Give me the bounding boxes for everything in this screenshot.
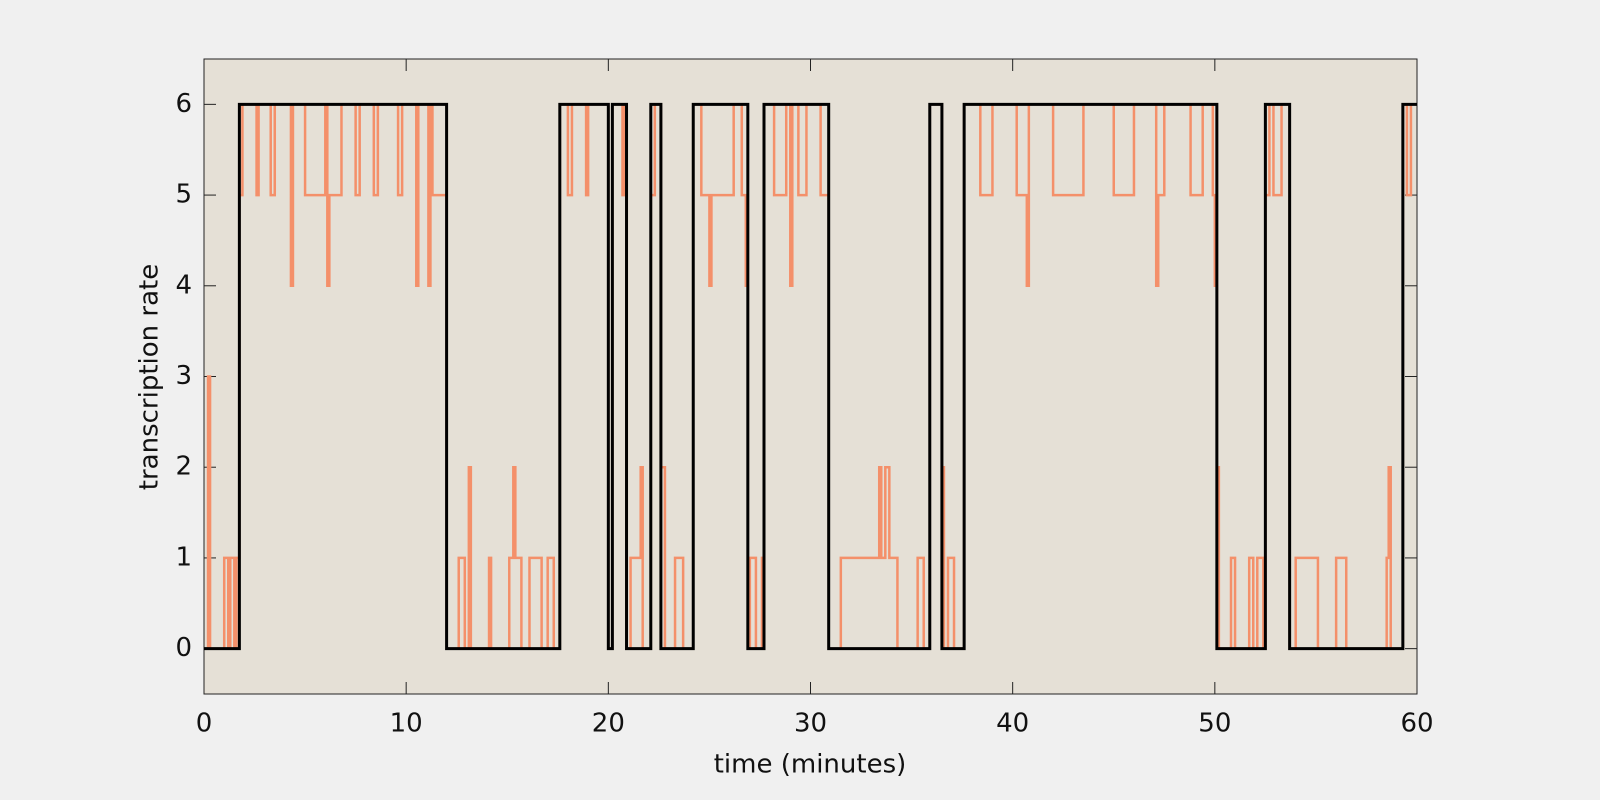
x-tick-label: 40: [996, 709, 1029, 739]
y-tick-label: 6: [175, 89, 192, 119]
x-tick-label: 60: [1400, 709, 1433, 739]
x-tick-label: 20: [592, 709, 625, 739]
x-axis-label: time (minutes): [714, 750, 907, 780]
x-tick-label: 0: [196, 709, 213, 739]
y-tick-label: 5: [175, 180, 192, 210]
y-tick-label: 4: [175, 270, 192, 300]
y-axis-label: transcription rate: [135, 264, 165, 490]
plot-area: [203, 58, 1418, 695]
series-line: [204, 102, 1417, 651]
y-tick-label: 0: [175, 633, 192, 663]
x-tick-label: 50: [1198, 709, 1231, 739]
y-tick-label: 3: [175, 361, 192, 391]
x-tick-label: 10: [390, 709, 423, 739]
y-tick-label: 1: [175, 542, 192, 572]
y-tick-label: 2: [175, 452, 192, 482]
x-tick-label: 30: [794, 709, 827, 739]
